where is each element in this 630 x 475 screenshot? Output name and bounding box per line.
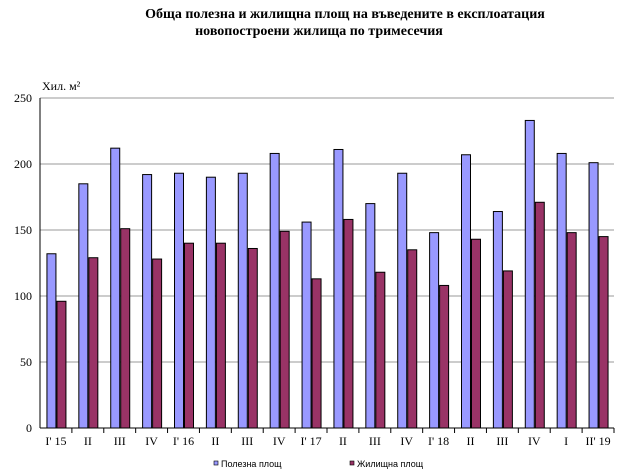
x-tick-labels: I' 15 II III IV I' 16 II III IV I' 17 II III IV I' 1… (45, 434, 610, 448)
y-tick-label: 250 (14, 91, 32, 105)
chart-title-line-2: новопостроени жилища по тримесечия (195, 24, 443, 39)
bar-zhilishtna-plosht (471, 238, 481, 429)
gridlines (40, 97, 614, 363)
bar-polezna-plosht (556, 152, 567, 429)
bar-zhilishtna-plosht (343, 218, 354, 429)
bar-zhilishtna-plosht (502, 270, 513, 429)
x-tick-label: III (496, 434, 508, 448)
y-axis-label: Хил. м² (42, 79, 81, 93)
bar-polezna-plosht (269, 152, 280, 429)
bar-polezna-plosht (110, 147, 121, 429)
bars (46, 119, 609, 429)
bar-zhilishtna-plosht (215, 242, 226, 429)
y-tick-label: 200 (14, 157, 32, 171)
y-tick-labels: 0 50 100 150 200 250 (14, 91, 32, 435)
x-tick-label: IV (400, 434, 413, 448)
x-tick-label: I (564, 434, 568, 448)
x-tick-label: I' 15 (45, 434, 66, 448)
bar-zhilishtna-plosht (152, 258, 163, 429)
bar-polezna-plosht (78, 183, 89, 429)
y-tick-label: 50 (20, 355, 32, 369)
bar-zhilishtna-plosht (279, 230, 290, 429)
bar-zhilishtna-plosht (247, 247, 258, 429)
legend-label: Полезна площ (221, 459, 282, 469)
bar-polezna-plosht (588, 162, 599, 429)
x-tick-label: II (211, 434, 219, 448)
bar-zhilishtna-plosht (88, 257, 99, 429)
x-tick-label: IV (528, 434, 541, 448)
y-tick-label: 150 (14, 223, 32, 237)
x-tick-label: III (114, 434, 126, 448)
x-tick-label: I' 18 (428, 434, 449, 448)
axes (39, 98, 615, 433)
legend-swatch (349, 460, 355, 466)
x-tick-label: II (84, 434, 92, 448)
x-tick-label: III (241, 434, 253, 448)
bar-zhilishtna-plosht (534, 201, 545, 429)
bar-polezna-plosht (524, 119, 535, 429)
bar-zhilishtna-plosht (120, 228, 131, 429)
chart-title: Обща полезна и жилищна площ на въведенит… (0, 6, 630, 40)
bar-zhilishtna-plosht (439, 284, 450, 429)
bar-polezna-plosht (205, 176, 216, 429)
x-tick-label: I' 16 (173, 434, 194, 448)
bar-zhilishtna-plosht (566, 232, 577, 429)
y-tick-label: 100 (14, 289, 32, 303)
x-tick-label: II (339, 434, 347, 448)
bar-polezna-plosht (365, 203, 376, 429)
x-tick-label: IV (145, 434, 158, 448)
bar-zhilishtna-plosht (311, 278, 322, 429)
bar-zhilishtna-plosht (375, 271, 386, 429)
x-tick-label: III (369, 434, 381, 448)
y-tick-label: 0 (26, 421, 32, 435)
bar-polezna-plosht (429, 232, 440, 429)
legend-label: Жилищна площ (357, 459, 424, 469)
x-tick-label: I' 17 (300, 434, 321, 448)
bar-zhilishtna-plosht (184, 242, 194, 429)
bar-zhilishtna-plosht (56, 300, 67, 429)
legend-swatch (213, 460, 219, 466)
x-tick-label: IV (273, 434, 286, 448)
bar-polezna-plosht (301, 221, 312, 429)
x-tick-label: II (467, 434, 475, 448)
bar-polezna-plosht (461, 154, 471, 429)
bar-polezna-plosht (237, 172, 248, 429)
x-tick-label: II' 19 (585, 434, 610, 448)
bar-polezna-plosht (333, 148, 344, 429)
bar-polezna-plosht (397, 172, 408, 429)
legend: Полезна площ Жилищна площ (213, 459, 424, 469)
bar-polezna-plosht (142, 174, 153, 429)
bar-zhilishtna-plosht (598, 236, 609, 429)
bar-zhilishtna-plosht (407, 249, 418, 429)
bar-polezna-plosht (46, 253, 57, 429)
chart-title-line-1: Обща полезна и жилищна площ на въведенит… (145, 7, 545, 22)
bar-polezna-plosht (174, 172, 184, 429)
bar-polezna-plosht (492, 211, 503, 429)
